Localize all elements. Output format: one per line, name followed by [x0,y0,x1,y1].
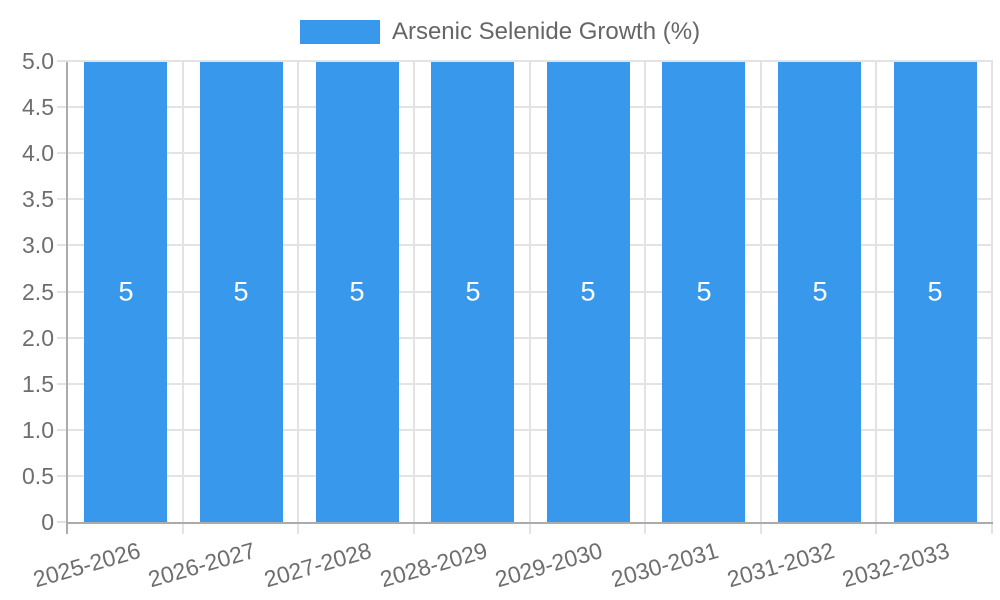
x-tick-label: 2027-2028 [261,537,375,593]
x-gridline [760,62,762,523]
y-tick [57,198,68,200]
y-tick-label: 5.0 [22,48,54,74]
y-tick-label: 4.5 [22,94,54,120]
bar-value-label: 5 [812,276,828,307]
x-tick [760,523,762,534]
y-tick-label: 2.0 [22,325,54,351]
x-tick [66,523,68,534]
bar [431,62,514,522]
bar [894,62,977,522]
x-tick-label: 2026-2027 [145,537,259,593]
y-tick [57,60,68,62]
x-tick [875,523,877,534]
bar-value-label: 5 [118,276,134,307]
y-tick-label: 4.0 [22,140,54,166]
y-tick [57,106,68,108]
bar [662,62,745,522]
x-gridline [644,62,646,523]
bar [547,62,630,522]
x-tick [413,523,415,534]
x-gridline [991,62,993,523]
legend-swatch-icon [299,20,380,44]
bar [316,62,399,522]
y-tick [57,475,68,477]
x-tick [991,523,993,534]
x-axis-line [66,522,993,524]
y-tick-label: 1.0 [22,417,54,443]
x-tick [529,523,531,534]
bar-value-label: 5 [927,276,943,307]
y-axis-line [66,62,68,523]
x-tick-label: 2031-2032 [724,537,838,593]
bar-value-label: 5 [349,276,365,307]
y-tick-label: 0.5 [22,463,54,489]
x-tick-label: 2025-2026 [30,537,144,593]
x-tick-label: 2028-2029 [377,537,491,593]
x-tick-label: 2030-2031 [608,537,722,593]
y-gridline [68,60,993,62]
legend-label: Arsenic Selenide Growth (%) [391,18,701,45]
x-gridline [182,62,184,523]
bar [200,62,283,522]
y-tick [57,429,68,431]
y-tick [57,291,68,293]
y-tick [57,337,68,339]
x-gridline [297,62,299,523]
x-gridline [875,62,877,523]
legend-item[interactable]: Arsenic Selenide Growth (%) [299,18,701,46]
x-gridline [529,62,531,523]
x-tick [644,523,646,534]
y-tick-label: 3.0 [22,232,54,258]
x-tick [182,523,184,534]
y-tick-label: 3.5 [22,186,54,212]
bar-value-label: 5 [233,276,249,307]
bar-value-label: 5 [465,276,481,307]
bar [84,62,167,522]
bar-value-label: 5 [580,276,596,307]
x-gridline [413,62,415,523]
bar-value-label: 5 [696,276,712,307]
x-tick [297,523,299,534]
y-tick-label: 1.5 [22,371,54,397]
y-tick [57,383,68,385]
x-tick-label: 2029-2030 [492,537,606,593]
y-tick-label: 0 [41,509,54,535]
legend: Arsenic Selenide Growth (%) [0,18,1000,46]
y-tick-label: 2.5 [22,279,54,305]
bar [778,62,861,522]
x-tick-label: 2032-2033 [839,537,953,593]
y-tick [57,521,68,523]
y-tick [57,244,68,246]
y-tick [57,152,68,154]
